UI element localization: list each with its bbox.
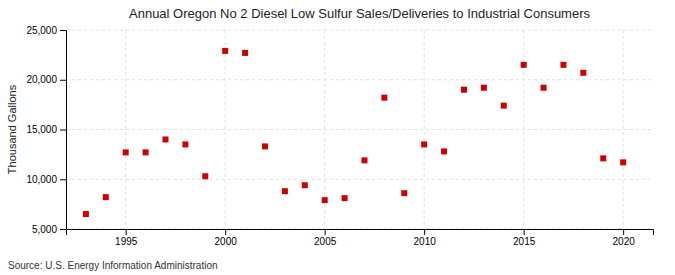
- page: {"chart_data": { "type": "scatter", "tit…: [0, 0, 675, 275]
- tick-label: 2005: [314, 236, 337, 247]
- tick-mark: [325, 229, 326, 235]
- point: [600, 155, 606, 161]
- grid-line: [225, 30, 226, 229]
- point: [262, 143, 268, 149]
- tick-label: 2020: [613, 236, 636, 247]
- point: [222, 48, 228, 54]
- point: [202, 173, 208, 179]
- point: [580, 70, 586, 76]
- tick-label: 5,000: [32, 224, 57, 235]
- tick: 2020: [613, 229, 636, 247]
- point: [521, 62, 527, 68]
- point: [461, 87, 467, 93]
- tick-mark: [623, 229, 624, 235]
- point: [182, 141, 188, 147]
- point: [342, 195, 348, 201]
- grid: [66, 30, 653, 229]
- grid-line: [66, 129, 653, 130]
- tick-mark: [424, 229, 425, 235]
- point: [361, 157, 367, 163]
- point: [541, 85, 547, 91]
- tick: 2015: [513, 229, 536, 247]
- point: [441, 148, 447, 154]
- point: [103, 194, 109, 200]
- point: [123, 149, 129, 155]
- tick-mark: [60, 130, 66, 131]
- points: [83, 48, 626, 217]
- grid-line: [523, 30, 524, 229]
- tick: 2010: [414, 229, 437, 247]
- point: [401, 190, 407, 196]
- tick-label: 10,000: [26, 174, 57, 185]
- point: [162, 136, 168, 142]
- axis-line: [67, 230, 654, 236]
- title: Annual Oregon No 2 Diesel Low Sulfur Sal…: [129, 6, 590, 21]
- point: [560, 62, 566, 68]
- tick-mark: [60, 179, 66, 180]
- grid-line: [66, 30, 653, 31]
- point: [143, 149, 149, 155]
- chart: 1995 2000 2005 2010 2015 2020 5,000 10,000 15,00…: [0, 0, 675, 275]
- tick-label: 2010: [414, 236, 437, 247]
- grid-line: [623, 30, 624, 229]
- tick-mark: [60, 229, 66, 230]
- point: [481, 85, 487, 91]
- tick-mark: [60, 80, 66, 81]
- grid-line: [424, 30, 425, 229]
- point: [501, 103, 507, 109]
- point: [322, 197, 328, 203]
- point: [381, 95, 387, 101]
- tick-label: 1995: [115, 236, 138, 247]
- tick: 20,000: [26, 74, 66, 85]
- tick: 15,000: [26, 124, 66, 135]
- point: [302, 182, 308, 188]
- y-axis: 5,000 10,000 15,000 20,000 25,000: [26, 25, 66, 235]
- tick-label: 25,000: [26, 25, 57, 36]
- tick-label: 15,000: [26, 124, 57, 135]
- tick-label: 2000: [215, 236, 238, 247]
- tick-label: 20,000: [26, 74, 57, 85]
- tick-label: 2015: [513, 236, 536, 247]
- tick-mark: [225, 229, 226, 235]
- tick-mark: [60, 30, 66, 31]
- point: [282, 188, 288, 194]
- tick: 2000: [215, 229, 238, 247]
- tick-mark: [524, 229, 525, 235]
- y-axis-title: Thousand Gallons: [6, 84, 18, 174]
- tick: 25,000: [26, 25, 66, 36]
- axis-line: [60, 31, 67, 230]
- point: [83, 211, 89, 217]
- grid-line: [66, 179, 653, 180]
- tick: 1995: [115, 229, 138, 247]
- annotation: Source: U.S. Energy Information Administ…: [8, 260, 218, 271]
- grid-line: [125, 30, 126, 229]
- tick: 2005: [314, 229, 337, 247]
- grid-line: [66, 79, 653, 80]
- plot: 1995 2000 2005 2010 2015 2020 5,000 10,000 15,00…: [26, 25, 653, 247]
- tick: 10,000: [26, 174, 66, 185]
- tick: 5,000: [32, 224, 66, 235]
- tick-mark: [126, 229, 127, 235]
- point: [242, 50, 248, 56]
- point: [421, 141, 427, 147]
- x-axis: 1995 2000 2005 2010 2015 2020: [67, 229, 654, 247]
- point: [620, 159, 626, 165]
